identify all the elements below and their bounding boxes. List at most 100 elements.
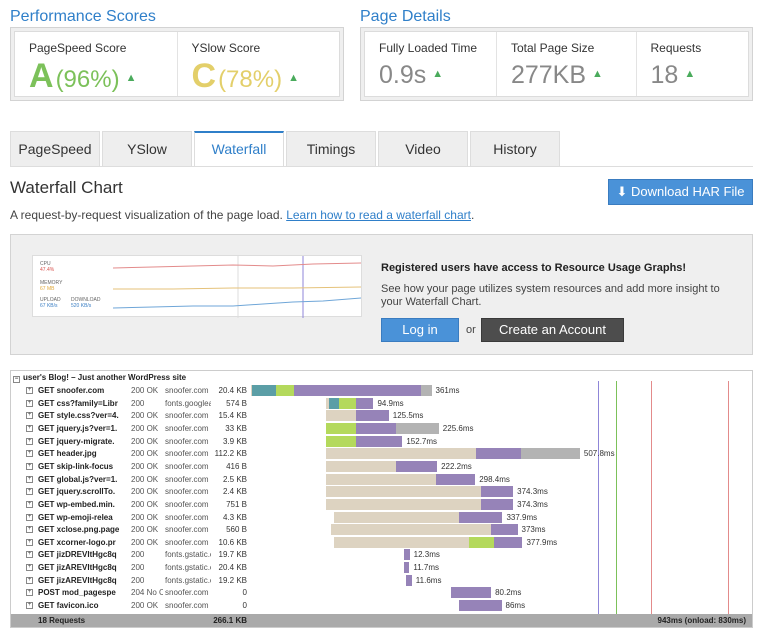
request-size: 19.2 KB	[218, 575, 247, 585]
timing-bar-wait[interactable]	[481, 486, 514, 498]
expand-icon[interactable]: +	[26, 526, 33, 534]
timing-bar-blocked[interactable]	[326, 410, 356, 422]
timing-bar-wait[interactable]	[403, 562, 410, 574]
expand-icon[interactable]: +	[26, 513, 33, 521]
expand-icon[interactable]: +	[26, 576, 33, 584]
timing-bar-blocked[interactable]	[333, 536, 469, 548]
expand-icon[interactable]: +	[26, 564, 33, 572]
request-time: 222.2ms	[441, 461, 472, 471]
footer-request-count: 18 Requests	[38, 616, 86, 625]
table-row[interactable]: + GET global.js?ver=1. 200 OK snoofer.com 2.…	[11, 473, 752, 486]
timing-bar-wait[interactable]	[436, 473, 476, 485]
login-button[interactable]: Log in	[381, 318, 459, 342]
request-size: 10.6 KB	[218, 537, 247, 547]
timing-bar-connect[interactable]	[468, 536, 494, 548]
timing-bar-wait[interactable]	[406, 574, 412, 586]
expand-icon[interactable]: +	[26, 551, 33, 559]
timing-bar-receive[interactable]	[521, 448, 580, 460]
expand-icon[interactable]: +	[26, 424, 33, 432]
expand-icon[interactable]: +	[26, 462, 33, 470]
tab-timings[interactable]: Timings	[286, 131, 376, 166]
expand-icon[interactable]: +	[26, 488, 33, 496]
tab-history[interactable]: History	[470, 131, 560, 166]
timing-bar-connect[interactable]	[326, 435, 356, 447]
table-row[interactable]: + GET jizDREVItHgc8q 200 fonts.gstatic.com 1…	[11, 548, 752, 561]
timing-bar-wait[interactable]	[356, 410, 389, 422]
create-account-button[interactable]: Create an Account	[481, 318, 624, 342]
timing-bar-blocked[interactable]	[326, 498, 481, 510]
timing-bar-blocked[interactable]	[326, 448, 476, 460]
learn-waterfall-link[interactable]: Learn how to read a waterfall chart	[286, 208, 471, 222]
expand-icon[interactable]: +	[26, 412, 33, 420]
request-url: GET jizAREVItHgc8q	[38, 563, 117, 573]
expand-icon[interactable]: +	[26, 538, 33, 546]
expand-icon[interactable]: +	[26, 437, 33, 445]
timing-bar-wait[interactable]	[481, 498, 514, 510]
timing-bar-wait[interactable]	[356, 435, 403, 447]
table-row[interactable]: + GET xclose.png.page 200 OK snoofer.com 560…	[11, 523, 752, 536]
expand-icon[interactable]: +	[26, 399, 33, 407]
table-row[interactable]: + GET skip-link-focus 200 OK snoofer.com 416…	[11, 460, 752, 473]
timing-bar-blocked[interactable]	[331, 524, 491, 536]
table-row[interactable]: + GET wp-emoji-relea 200 OK snoofer.com 4.3 …	[11, 511, 752, 524]
expand-icon[interactable]: +	[26, 387, 33, 394]
expand-icon[interactable]: +	[26, 500, 33, 508]
request-size: 751 B	[226, 499, 247, 509]
expand-icon[interactable]: +	[26, 589, 33, 597]
total-size-value: 277KB	[510, 61, 587, 89]
tab-waterfall[interactable]: Waterfall	[194, 131, 284, 166]
timeline-track: 152.7ms	[251, 435, 751, 448]
timing-bar-blocked[interactable]	[326, 486, 481, 498]
table-row[interactable]: + GET jizAREVItHgc8q 200 fonts.gstatic.com 2…	[11, 561, 752, 574]
timing-bar-wait[interactable]	[403, 549, 410, 561]
download-har-button[interactable]: ⬇ Download HAR File	[608, 179, 753, 205]
waterfall-group-header[interactable]: − user's Blog! – Just another WordPress s…	[13, 373, 186, 383]
collapse-icon[interactable]: −	[13, 376, 20, 383]
tab-pagespeed[interactable]: PageSpeed	[10, 131, 100, 166]
report-tabs: PageSpeed YSlow Waterfall Timings Video …	[10, 131, 562, 166]
timing-bar-wait[interactable]	[458, 511, 503, 523]
table-row[interactable]: + GET wp-embed.min. 200 OK snoofer.com 751 B…	[11, 498, 752, 511]
timing-bar-dns[interactable]	[252, 385, 276, 396]
timing-bar-wait[interactable]	[356, 397, 374, 409]
expand-icon[interactable]: +	[26, 602, 33, 610]
timing-bar-wait[interactable]	[396, 460, 438, 472]
table-row[interactable]: + GET jizAREVItHgc8q 200 fonts.gstatic.com 1…	[11, 574, 752, 587]
table-row[interactable]: + GET jquery.scrollTo. 200 OK snoofer.com 2.…	[11, 485, 752, 498]
timing-bar-blocked[interactable]	[333, 511, 459, 523]
resource-usage-promo: CPU 47.4% MEMORY 67 MB UPLOAD 67 KB/s DO…	[10, 234, 753, 355]
timing-bar-connect[interactable]	[338, 397, 356, 409]
timing-bar-blocked[interactable]	[326, 473, 436, 485]
timing-bar-receive[interactable]	[421, 385, 432, 396]
timing-bar-blocked[interactable]	[326, 397, 329, 409]
timing-bar-connect[interactable]	[276, 385, 294, 396]
table-row[interactable]: + GET jquery-migrate. 200 OK snoofer.com 3.9…	[11, 435, 752, 448]
timeline-track: 86ms	[251, 599, 751, 612]
timing-bar-blocked[interactable]	[326, 460, 396, 472]
tab-video[interactable]: Video	[378, 131, 468, 166]
timing-bar-wait[interactable]	[451, 587, 492, 599]
timing-bar-wait[interactable]	[356, 422, 396, 434]
request-domain: snoofer.com	[165, 537, 209, 547]
table-row[interactable]: + POST mod_pagespe 204 No Contentsnoofer.c…	[11, 586, 752, 599]
timing-bar-receive[interactable]	[396, 422, 439, 434]
expand-icon[interactable]: +	[26, 475, 33, 483]
timing-bar-connect[interactable]	[326, 422, 356, 434]
table-row[interactable]: + GET snoofer.com 200 OK snoofer.com 20.4 KB…	[11, 384, 752, 397]
table-row[interactable]: + GET style.css?ver=4. 200 OK snoofer.com 15…	[11, 409, 752, 422]
timing-bar-wait[interactable]	[458, 600, 502, 612]
timing-bar-wait[interactable]	[491, 524, 518, 536]
table-row[interactable]: + GET xcorner-logo.pr 200 OK snoofer.com 10.…	[11, 536, 752, 549]
timing-bar-wait[interactable]	[293, 385, 421, 396]
tab-yslow[interactable]: YSlow	[102, 131, 192, 166]
timing-bar-dns[interactable]	[328, 397, 339, 409]
timing-bar-wait[interactable]	[493, 536, 523, 548]
expand-icon[interactable]: +	[26, 450, 33, 458]
request-domain: snoofer.com	[165, 499, 209, 509]
timing-bar-wait[interactable]	[476, 448, 521, 460]
table-row[interactable]: + GET jquery.js?ver=1. 200 OK snoofer.com 33…	[11, 422, 752, 435]
table-row[interactable]: + GET favicon.ico 200 OK snoofer.com 0 86ms	[11, 599, 752, 612]
table-row[interactable]: + GET css?family=Libr 200 fonts.googleapis.…	[11, 397, 752, 410]
table-row[interactable]: + GET header.jpg 200 OK snoofer.com 112.2 KB…	[11, 447, 752, 460]
request-domain: fonts.gstatic.com	[165, 563, 211, 573]
